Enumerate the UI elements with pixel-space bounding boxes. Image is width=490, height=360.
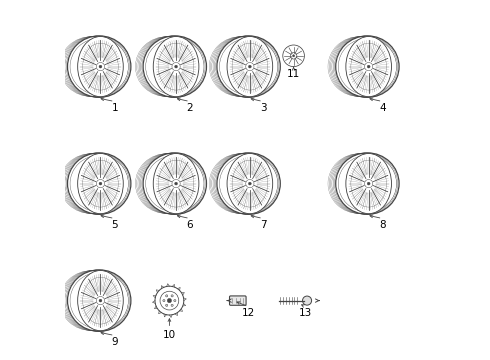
Ellipse shape (167, 298, 171, 303)
Ellipse shape (246, 180, 254, 188)
Ellipse shape (248, 182, 251, 185)
Text: 13: 13 (299, 308, 312, 318)
Ellipse shape (160, 291, 179, 310)
Ellipse shape (365, 180, 373, 188)
Ellipse shape (77, 153, 123, 214)
Ellipse shape (246, 63, 254, 71)
Ellipse shape (172, 180, 180, 188)
Ellipse shape (77, 36, 123, 97)
Ellipse shape (77, 270, 123, 331)
Text: 1: 1 (111, 103, 118, 113)
Ellipse shape (163, 300, 165, 302)
Ellipse shape (146, 38, 204, 95)
Text: 12: 12 (242, 308, 255, 318)
Ellipse shape (293, 55, 294, 57)
Text: 2: 2 (187, 103, 193, 113)
Ellipse shape (166, 295, 168, 297)
Text: 4: 4 (379, 103, 386, 113)
Text: 7: 7 (260, 220, 266, 230)
Ellipse shape (346, 153, 392, 214)
Ellipse shape (291, 53, 297, 59)
Ellipse shape (70, 38, 128, 95)
Ellipse shape (346, 36, 392, 97)
Ellipse shape (171, 304, 173, 306)
Text: 6: 6 (187, 220, 193, 230)
Ellipse shape (365, 63, 373, 71)
Ellipse shape (70, 272, 128, 329)
Ellipse shape (146, 155, 204, 212)
Ellipse shape (302, 296, 312, 305)
Ellipse shape (99, 65, 102, 68)
FancyBboxPatch shape (229, 296, 246, 305)
Ellipse shape (227, 153, 272, 214)
Ellipse shape (153, 36, 199, 97)
Ellipse shape (174, 300, 176, 302)
Ellipse shape (99, 299, 102, 302)
Ellipse shape (174, 65, 177, 68)
Ellipse shape (171, 295, 173, 297)
Ellipse shape (338, 38, 396, 95)
Ellipse shape (70, 155, 128, 212)
Ellipse shape (248, 65, 251, 68)
Ellipse shape (155, 286, 184, 315)
Ellipse shape (338, 155, 396, 212)
Text: 10: 10 (163, 330, 176, 340)
Text: 11: 11 (287, 69, 300, 79)
Ellipse shape (99, 182, 102, 185)
Text: 9: 9 (111, 337, 118, 347)
Ellipse shape (283, 45, 304, 67)
Ellipse shape (220, 38, 278, 95)
Text: 8: 8 (379, 220, 386, 230)
Ellipse shape (174, 182, 177, 185)
Ellipse shape (97, 63, 104, 71)
Ellipse shape (153, 153, 199, 214)
Ellipse shape (97, 297, 104, 305)
Ellipse shape (97, 180, 104, 188)
Text: 3: 3 (260, 103, 266, 113)
Ellipse shape (227, 36, 272, 97)
Text: 5: 5 (111, 220, 118, 230)
Ellipse shape (166, 304, 168, 306)
Ellipse shape (367, 182, 370, 185)
Ellipse shape (172, 63, 180, 71)
Ellipse shape (220, 155, 278, 212)
Ellipse shape (367, 65, 370, 68)
